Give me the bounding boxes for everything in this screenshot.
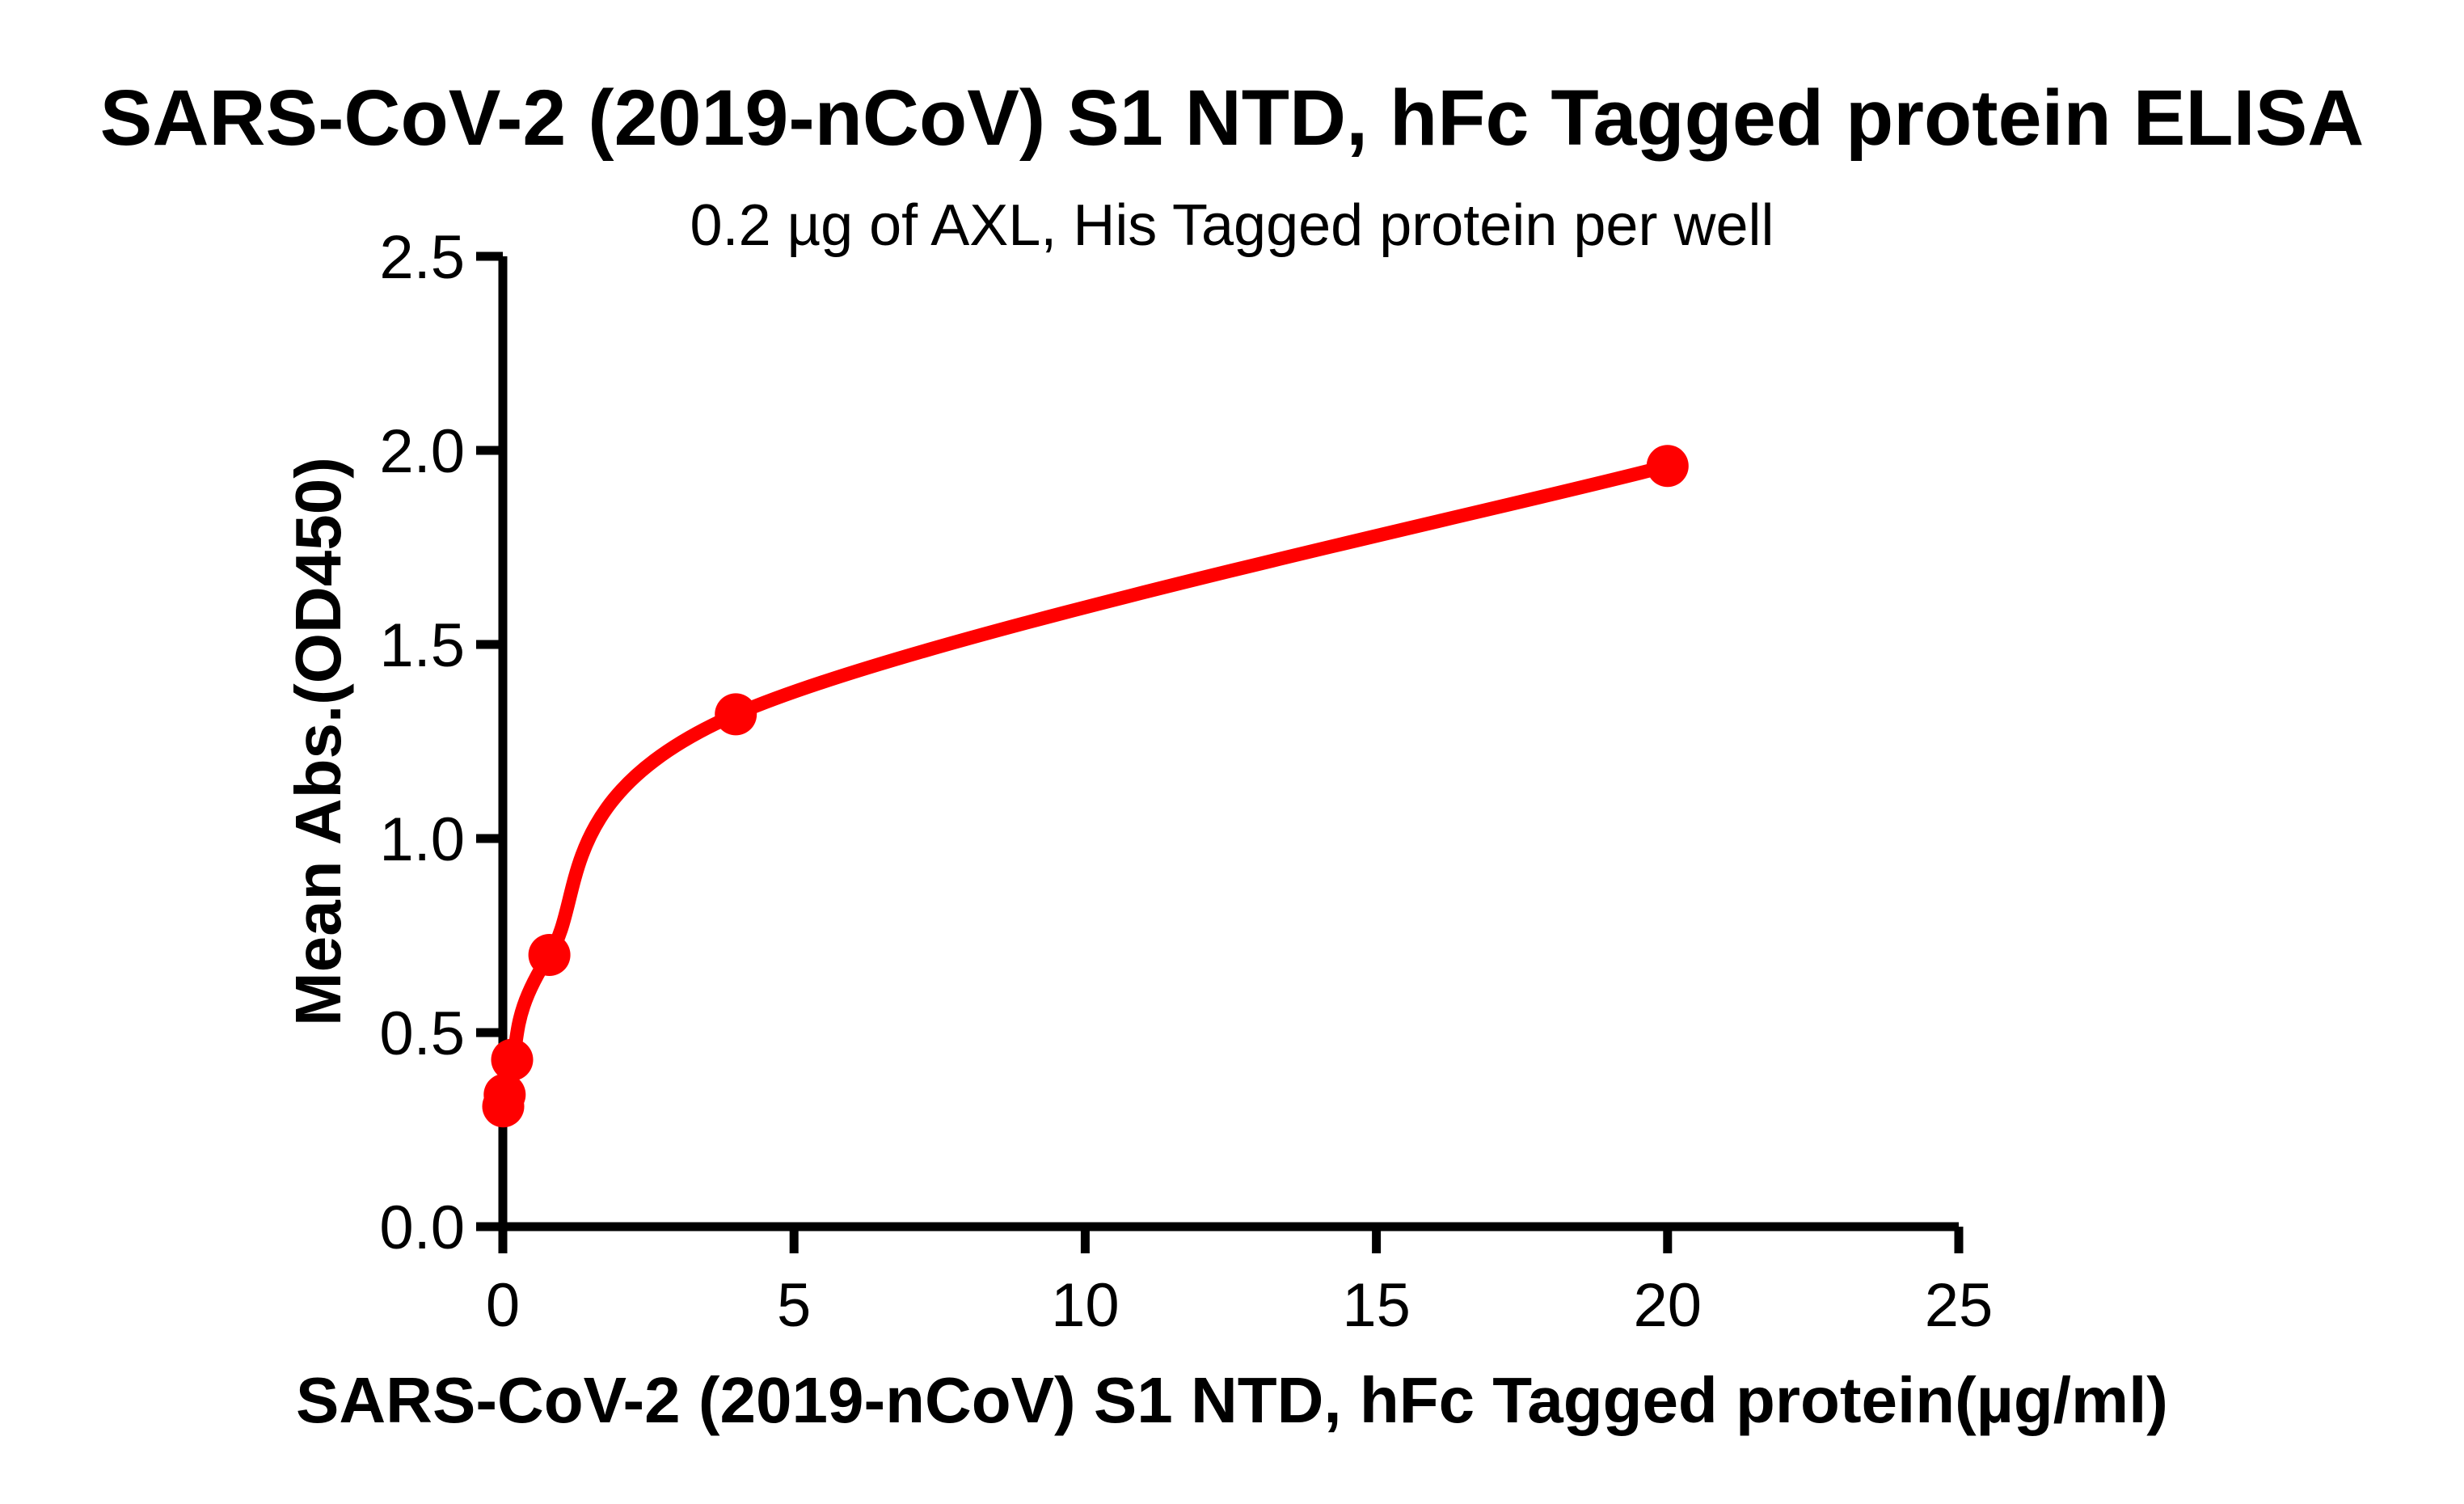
x-axis-label: SARS-CoV-2 (2019-nCoV) S1 NTD, hFc Tagge… xyxy=(296,1364,2168,1436)
x-tick-label: 0 xyxy=(486,1271,520,1340)
x-tick-label: 25 xyxy=(1925,1271,1994,1340)
chart-title: SARS-CoV-2 (2019-nCoV) S1 NTD, hFc Tagge… xyxy=(99,74,2365,162)
y-tick-label: 1.0 xyxy=(379,805,465,874)
data-point xyxy=(1646,445,1689,488)
chart-subtitle: 0.2 µg of AXL, His Tagged protein per we… xyxy=(690,193,1774,258)
y-tick-label: 2.0 xyxy=(379,417,465,486)
fitted-curve xyxy=(496,458,1675,1113)
x-tick-label: 15 xyxy=(1342,1271,1411,1340)
data-point xyxy=(491,1038,534,1081)
y-tick-label: 2.5 xyxy=(379,223,465,292)
x-tick-label: 5 xyxy=(777,1271,811,1340)
y-tick-label: 0.5 xyxy=(379,999,465,1068)
y-tick-label: 0.0 xyxy=(379,1193,465,1262)
data-point xyxy=(528,934,571,976)
data-point xyxy=(483,1073,526,1116)
data-point xyxy=(715,693,757,736)
y-tick-label: 1.5 xyxy=(379,611,465,680)
x-tick-label: 20 xyxy=(1634,1271,1702,1340)
x-tick-label: 10 xyxy=(1051,1271,1120,1340)
